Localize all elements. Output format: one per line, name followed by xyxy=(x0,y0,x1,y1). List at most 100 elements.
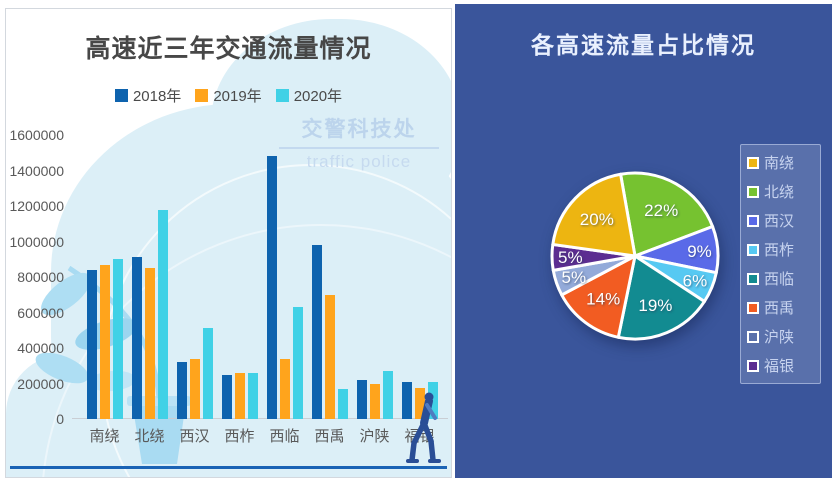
y-tick-label: 0 xyxy=(56,411,64,427)
y-axis: 0 200000 400000 600000 800000 1000000 1200000 1… xyxy=(8,9,64,477)
bar-group: 西柞 xyxy=(217,135,262,445)
bottom-accent-line xyxy=(10,466,447,469)
legend-label: 沪陕 xyxy=(764,329,795,346)
pie-chart: 22% 9% 6% 19% 14% 5% 5% 20% xyxy=(532,153,738,359)
pie-slice-label: 5% xyxy=(562,268,587,287)
legend-swatch xyxy=(747,330,759,343)
bar-2019年 xyxy=(369,383,380,419)
x-tick-label: 北绕 xyxy=(134,428,165,445)
y-tick-label: 200000 xyxy=(17,375,64,392)
pie-legend-item: 西禹 xyxy=(747,297,814,318)
legend-label: 北绕 xyxy=(764,184,795,201)
x-tick-label: 西临 xyxy=(269,428,300,445)
bar-legend-item: 2020年 xyxy=(275,85,343,106)
bar-2018年 xyxy=(131,257,142,419)
watermark: 交警科技处 traffic police xyxy=(279,113,439,172)
bar-group: 南绕 xyxy=(82,135,127,445)
pie-slice-label: 5% xyxy=(558,248,583,267)
bar-2019年 xyxy=(144,268,155,419)
bar-group: 北绕 xyxy=(127,135,172,445)
bar-2018年 xyxy=(221,374,232,419)
pie-slice-label: 22% xyxy=(644,201,678,220)
y-tick-label: 800000 xyxy=(17,269,64,285)
bar-chart-legend: 2018年 2019年 2020年 xyxy=(6,85,451,106)
legend-label: 西禹 xyxy=(764,300,795,317)
legend-swatch xyxy=(747,243,759,256)
bar-2019年 xyxy=(99,264,110,419)
bar-2018年 xyxy=(356,379,367,419)
bar-2020年 xyxy=(247,372,258,419)
pie-slice-label: 6% xyxy=(683,272,708,291)
pie-legend-item: 北绕 xyxy=(747,181,814,202)
bar-legend-item: 2019年 xyxy=(195,85,262,106)
pie-chart-title: 各高速流量占比情况 xyxy=(531,32,756,58)
pie-legend-item: 西临 xyxy=(747,268,814,289)
legend-label: 西临 xyxy=(764,271,795,288)
legend-label: 2018年 xyxy=(132,88,182,105)
bar-2020年 xyxy=(292,307,303,419)
watermark-cn-text: 交警科技处 xyxy=(279,113,439,149)
legend-label: 西柞 xyxy=(764,242,795,259)
pie-legend-item: 沪陕 xyxy=(747,326,814,347)
bar-2019年 xyxy=(279,358,290,419)
bar-2019年 xyxy=(189,358,200,419)
pie-slice-label: 20% xyxy=(580,210,614,229)
bar-group: 西汉 xyxy=(172,135,217,445)
bar-group: 西临 xyxy=(262,135,307,445)
bar-2019年 xyxy=(324,294,335,419)
bar-2018年 xyxy=(401,381,412,419)
x-tick-label: 西汉 xyxy=(179,428,210,445)
bar-groups: 南绕 北绕 西汉 西柞 西临 西禹 沪陕 福银 xyxy=(82,135,442,445)
person-illustration xyxy=(406,392,441,463)
legend-swatch xyxy=(747,156,759,169)
bar-group: 沪陕 xyxy=(352,135,397,445)
bar-2020年 xyxy=(337,388,348,419)
bar-2018年 xyxy=(86,269,97,419)
y-tick-label: 1400000 xyxy=(9,162,64,179)
legend-swatch xyxy=(195,89,209,102)
legend-swatch xyxy=(114,89,128,102)
legend-label: 2020年 xyxy=(293,88,343,105)
x-tick-label: 西禹 xyxy=(314,428,345,445)
pie-legend: 南绕北绕西汉西柞西临西禹沪陕福银 xyxy=(740,144,821,384)
bar-2020年 xyxy=(202,328,213,419)
bar-2020年 xyxy=(157,209,168,419)
x-tick-label: 西柞 xyxy=(224,428,255,445)
legend-label: 2019年 xyxy=(213,88,262,105)
watermark-en-text: traffic police xyxy=(306,152,412,171)
bar-2018年 xyxy=(266,156,277,419)
pie-slice-label: 19% xyxy=(638,296,672,315)
pie-legend-item: 南绕 xyxy=(747,152,814,173)
bar-group: 福银 xyxy=(397,135,442,445)
legend-swatch xyxy=(747,301,759,314)
legend-swatch xyxy=(747,185,759,198)
bar-2020年 xyxy=(382,371,393,419)
bar-2019年 xyxy=(234,372,245,419)
y-tick-label: 400000 xyxy=(17,340,64,356)
pie-chart-panel: 各高速流量占比情况 22% 9% 6% 19% 14% 5% 5% 20% 南绕北绕西汉西柞西… xyxy=(455,4,832,478)
pie-slice-label: 9% xyxy=(687,242,712,261)
pie-legend-item: 西柞 xyxy=(747,239,814,260)
x-tick-label: 南绕 xyxy=(89,428,120,445)
legend-label: 西汉 xyxy=(764,213,795,230)
bar-plot-area: 南绕 北绕 西汉 西柞 西临 西禹 沪陕 福银 xyxy=(72,135,448,445)
y-tick-label: 1600000 xyxy=(9,127,64,143)
pie-slice-西临 xyxy=(616,254,706,341)
bar-2019年 xyxy=(414,387,425,419)
legend-swatch xyxy=(275,89,289,102)
y-tick-label: 1200000 xyxy=(9,198,64,214)
pie-legend-item: 福银 xyxy=(747,355,814,376)
pie-slice-南绕 xyxy=(551,172,637,258)
bar-group: 西禹 xyxy=(307,135,352,445)
legend-label: 南绕 xyxy=(764,155,795,172)
legend-swatch xyxy=(747,272,759,285)
bar-chart-panel: 高速近三年交通流量情况 2018年 2019年 2020年 交警科技处 traffi… xyxy=(5,8,452,478)
legend-swatch xyxy=(747,359,759,372)
bar-legend-item: 2018年 xyxy=(114,85,182,106)
pie-slice-label: 14% xyxy=(586,290,620,309)
legend-label: 福银 xyxy=(764,358,795,375)
x-axis-line xyxy=(72,418,448,419)
pie-slice-西禹 xyxy=(560,254,637,339)
x-tick-label: 沪陕 xyxy=(359,428,390,445)
